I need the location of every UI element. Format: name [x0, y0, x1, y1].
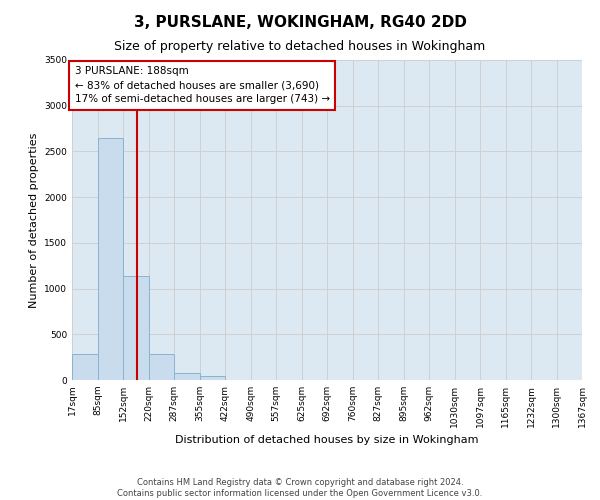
Text: 3, PURSLANE, WOKINGHAM, RG40 2DD: 3, PURSLANE, WOKINGHAM, RG40 2DD	[134, 15, 466, 30]
Y-axis label: Number of detached properties: Number of detached properties	[29, 132, 38, 308]
Bar	[98, 138, 124, 380]
X-axis label: Distribution of detached houses by size in Wokingham: Distribution of detached houses by size …	[175, 436, 479, 446]
Bar	[123, 276, 149, 380]
Text: Contains HM Land Registry data © Crown copyright and database right 2024.
Contai: Contains HM Land Registry data © Crown c…	[118, 478, 482, 498]
Bar	[149, 354, 175, 380]
Bar	[200, 376, 226, 380]
Bar	[72, 354, 98, 380]
Bar	[174, 372, 200, 380]
Text: Size of property relative to detached houses in Wokingham: Size of property relative to detached ho…	[115, 40, 485, 53]
Text: 3 PURSLANE: 188sqm
← 83% of detached houses are smaller (3,690)
17% of semi-deta: 3 PURSLANE: 188sqm ← 83% of detached hou…	[74, 66, 329, 104]
